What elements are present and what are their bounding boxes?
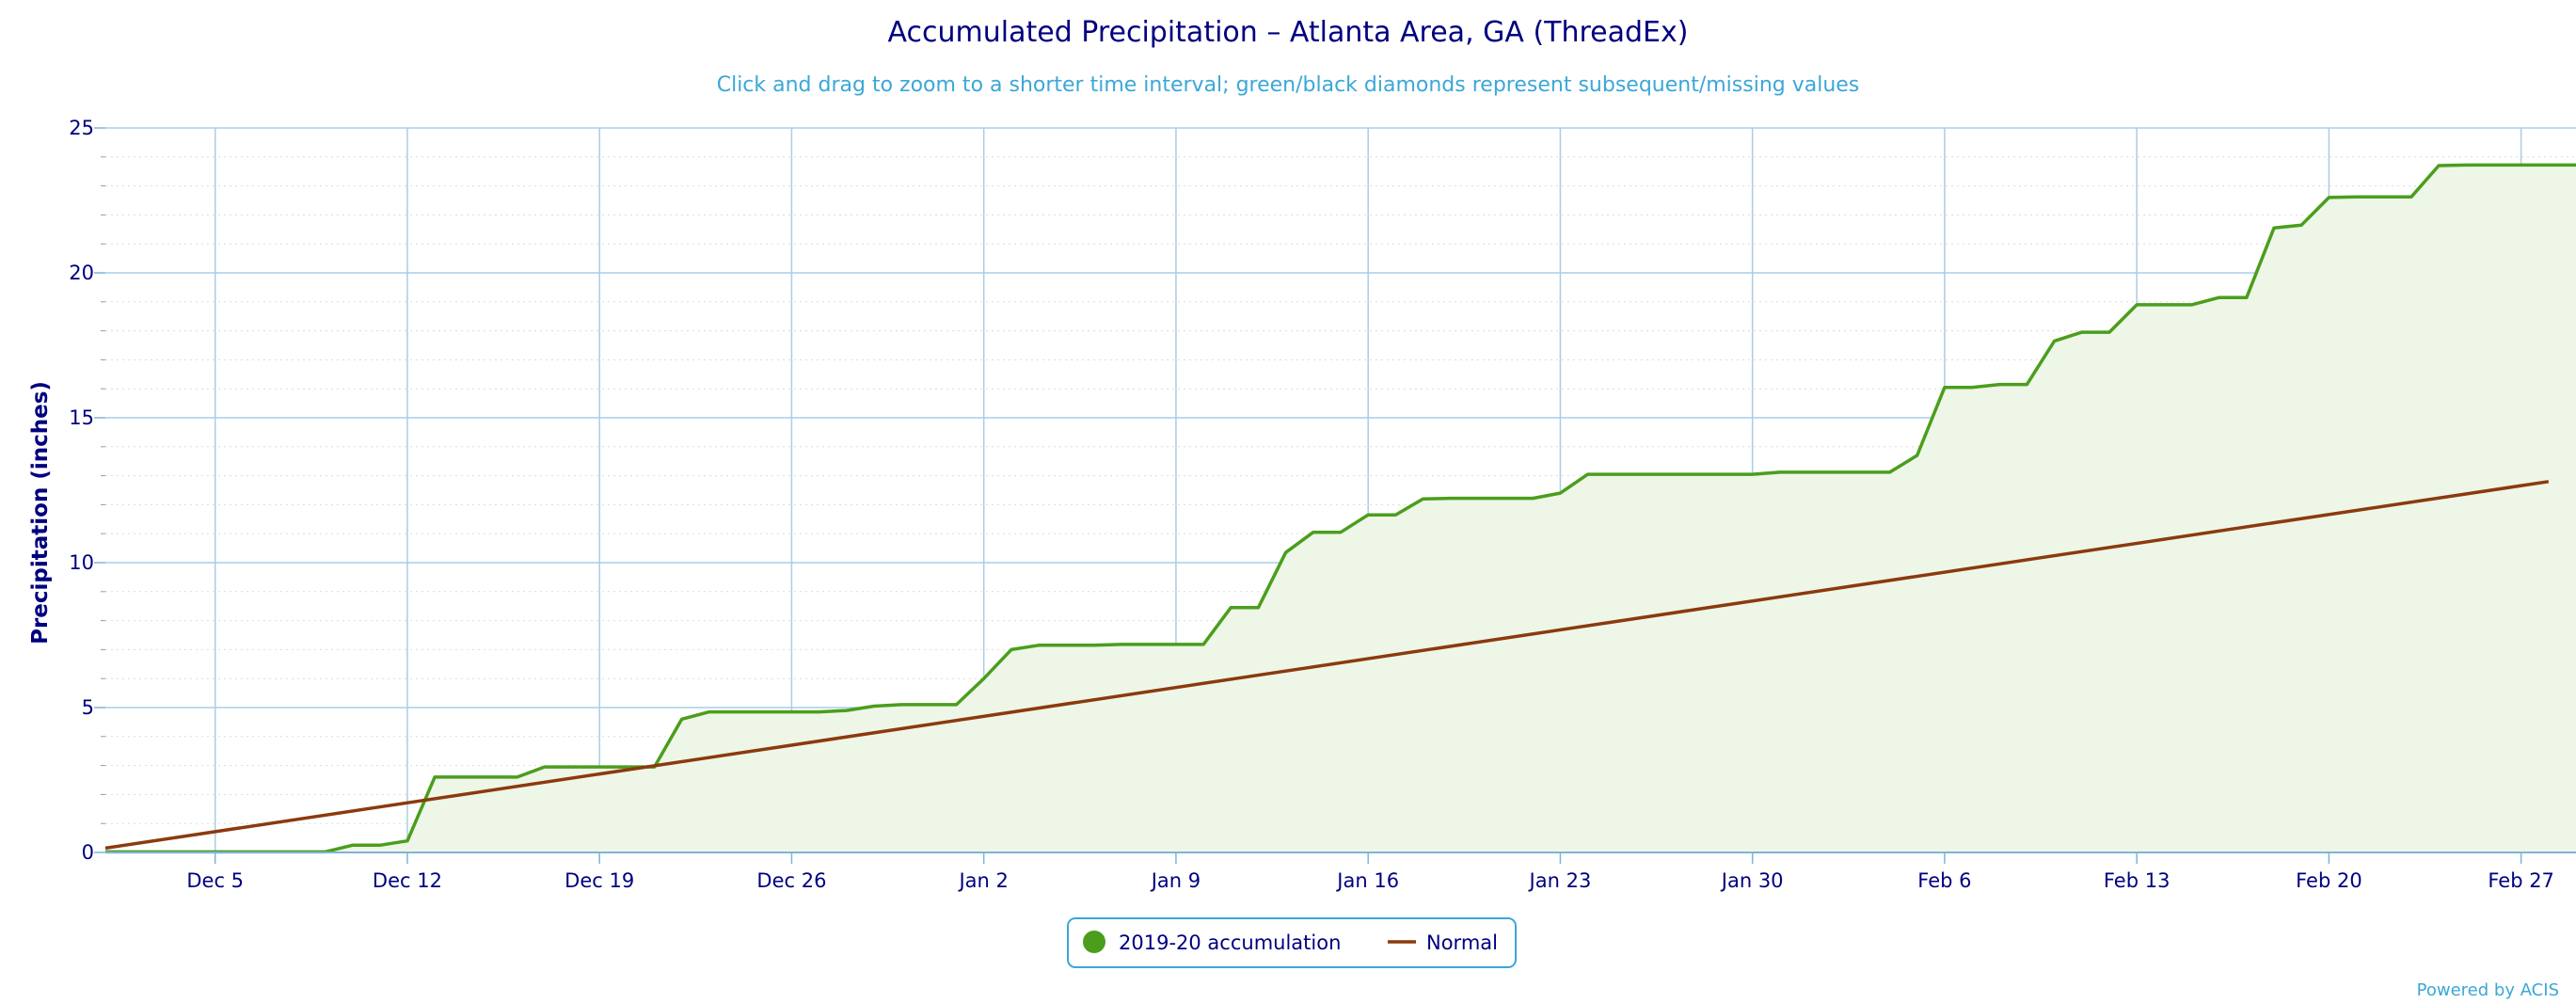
x-tick-label: Dec 5 xyxy=(186,869,244,892)
chart-subtitle: Click and drag to zoom to a shorter time… xyxy=(717,73,1860,97)
x-tick-label: Feb 13 xyxy=(2104,869,2171,892)
credits-link[interactable]: Powered by ACIS xyxy=(2417,980,2559,1000)
x-tick-label: Feb 27 xyxy=(2488,869,2554,892)
x-tick-label: Dec 26 xyxy=(756,869,826,892)
x-tick-label: Jan 30 xyxy=(1720,869,1784,892)
series-area-0 xyxy=(105,165,2576,852)
legend-label-accumulation[interactable]: 2019-20 accumulation xyxy=(1119,931,1341,954)
legend[interactable]: 2019-20 accumulation Normal xyxy=(1067,917,1517,968)
x-tick-label: Dec 19 xyxy=(564,869,634,892)
axes: 0 5 10 15 20 25 Dec 5 Dec 12 Dec 19 Dec 26 Jan 2 Ja… xyxy=(69,117,2576,892)
series-line-1[interactable] xyxy=(104,480,2550,851)
y-tick-label: 20 xyxy=(69,262,94,284)
y-axis-label: Precipitation (inches) xyxy=(28,381,53,645)
series-line-0[interactable] xyxy=(105,163,2576,854)
x-tick-label: Jan 23 xyxy=(1528,869,1592,892)
chart-title: Accumulated Precipitation – Atlanta Area… xyxy=(888,16,1689,49)
x-tick-label: Dec 12 xyxy=(373,869,442,892)
y-tick-label: 25 xyxy=(69,117,94,139)
legend-box xyxy=(1067,917,1517,968)
y-tick-label: 10 xyxy=(69,551,94,574)
y-tick-label: 15 xyxy=(69,406,94,429)
x-tick-label: Feb 6 xyxy=(1917,869,1971,892)
x-tick-label: Jan 16 xyxy=(1335,869,1399,892)
legend-marker-accumulation[interactable] xyxy=(1083,931,1105,953)
x-tick-label: Jan 2 xyxy=(957,869,1008,892)
y-tick-label: 0 xyxy=(82,841,94,864)
y-tick-label: 5 xyxy=(82,696,94,719)
series-lines[interactable] xyxy=(104,163,2576,854)
series-area xyxy=(105,165,2576,852)
legend-label-normal[interactable]: Normal xyxy=(1426,931,1498,954)
x-tick-label: Jan 9 xyxy=(1150,869,1201,892)
x-tick-label: Feb 20 xyxy=(2296,869,2362,892)
